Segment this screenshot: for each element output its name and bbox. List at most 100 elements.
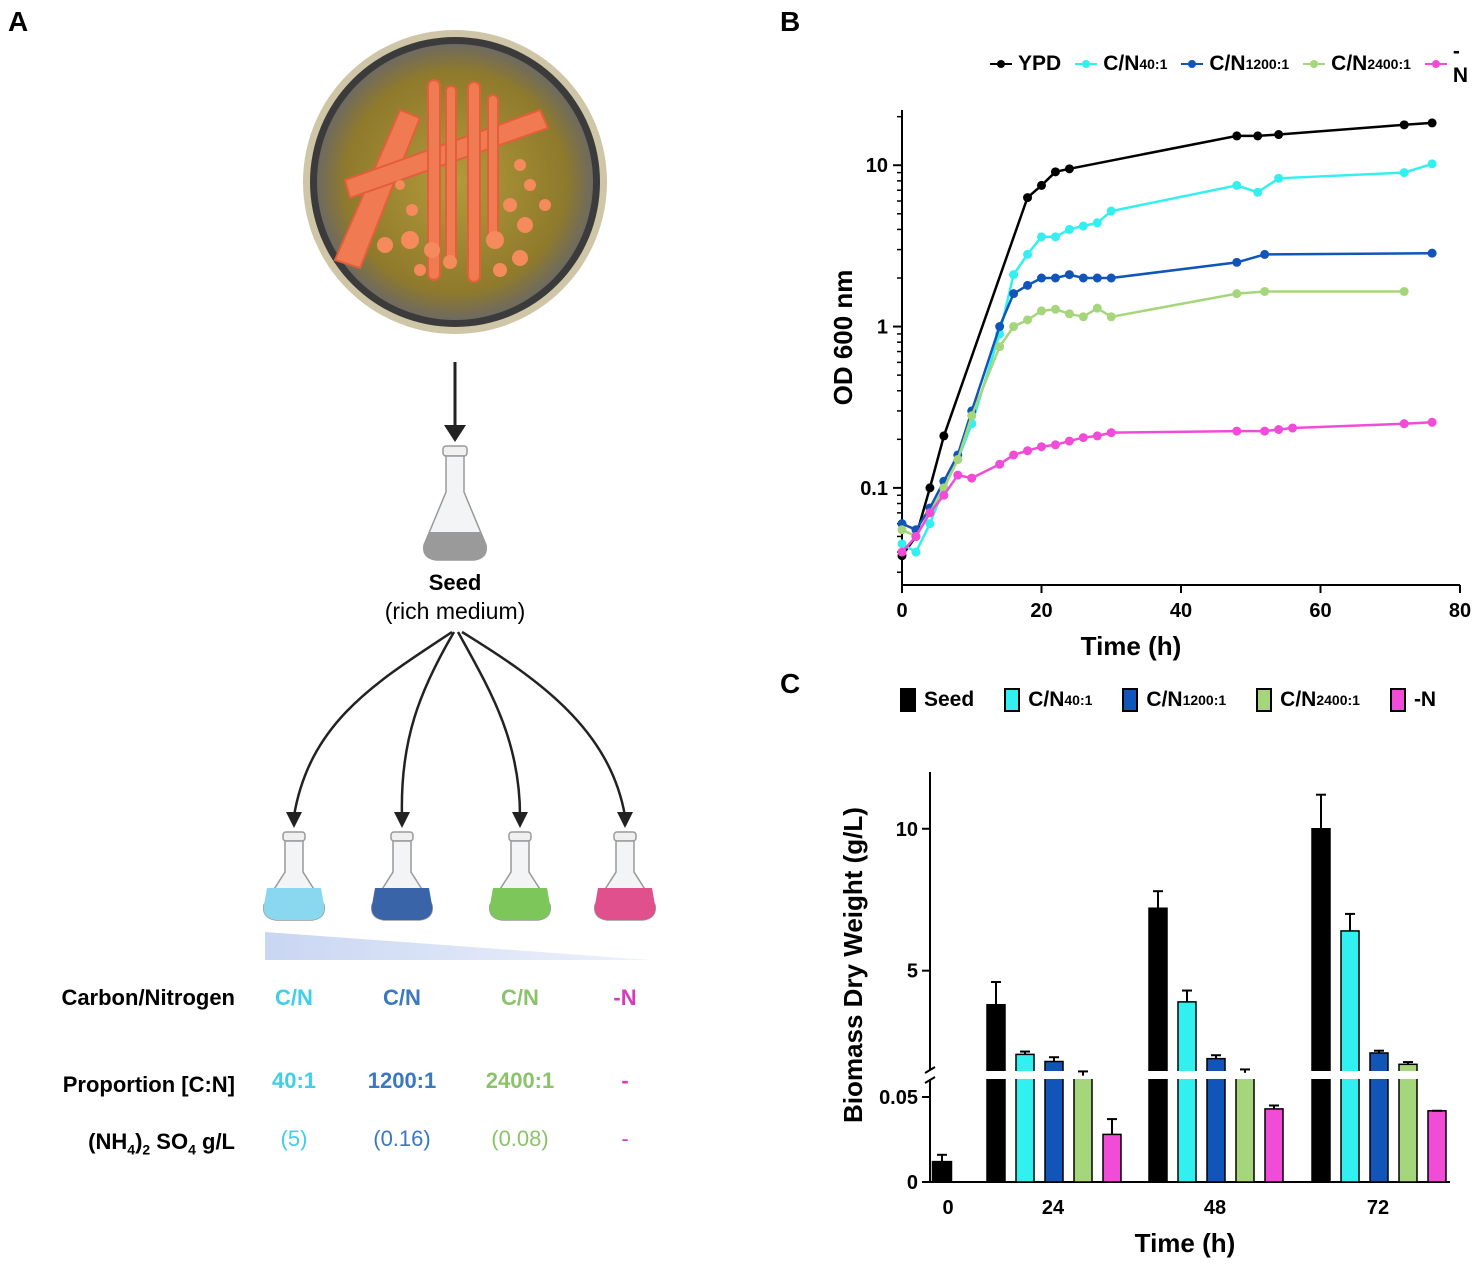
legend-subscript: 40:1 xyxy=(1064,692,1093,708)
data-point xyxy=(1023,315,1033,325)
seed-label: Seed xyxy=(428,570,482,595)
legend-item: -N xyxy=(1424,40,1468,88)
bar xyxy=(931,1160,953,1183)
data-point xyxy=(897,547,907,557)
legend-line-swatch xyxy=(1424,52,1447,76)
legend-item: C/N 40:1 xyxy=(1004,688,1092,712)
legend-label: C/N xyxy=(1209,52,1246,75)
data-point xyxy=(1037,232,1046,242)
data-point xyxy=(1232,180,1242,190)
data-point xyxy=(1232,257,1242,267)
data-point xyxy=(1050,273,1060,283)
data-point xyxy=(1009,450,1019,460)
data-point xyxy=(1064,164,1074,174)
data-point xyxy=(1050,232,1060,242)
legend-line-swatch xyxy=(990,52,1012,76)
gradient-ramp xyxy=(265,932,650,960)
legend-subscript: 1200:1 xyxy=(1245,56,1290,72)
condition-cn-label: C/N xyxy=(383,985,421,1010)
x-axis-title: Time (h) xyxy=(1135,1228,1236,1258)
x-tick-label: 20 xyxy=(1030,600,1052,622)
legend-subscript: 1200:1 xyxy=(1182,692,1227,708)
data-point xyxy=(1023,249,1033,259)
condition-cn-label: C/N xyxy=(275,985,313,1010)
data-point xyxy=(1274,425,1284,435)
x-axis-title: Time (h) xyxy=(1081,631,1182,661)
x-tick-label: 40 xyxy=(1170,600,1192,622)
y-tick-label: 5 xyxy=(907,961,918,983)
legend-line-swatch xyxy=(1181,52,1204,76)
legend-line-swatch xyxy=(1303,52,1326,76)
data-point xyxy=(995,342,1005,352)
data-point xyxy=(1037,180,1046,190)
data-point xyxy=(1260,426,1270,436)
data-point xyxy=(967,473,977,483)
data-point xyxy=(1009,270,1019,280)
legend-label: C/N xyxy=(1146,688,1183,711)
y-tick-label: 0 xyxy=(907,1172,918,1194)
y-tick-label: 0.05 xyxy=(879,1087,918,1109)
condition-flask-icon xyxy=(489,831,551,921)
bar-break-gap xyxy=(1043,1071,1065,1079)
data-point xyxy=(925,483,935,493)
condition-ammonium: (0.16) xyxy=(373,1126,431,1151)
data-point xyxy=(1232,426,1242,436)
x-tick-label: 24 xyxy=(1042,1197,1065,1219)
bar xyxy=(1177,1001,1197,1183)
data-point xyxy=(995,322,1005,332)
data-point xyxy=(897,525,907,535)
panel-a-illustration xyxy=(263,30,656,960)
data-point xyxy=(1050,304,1060,314)
data-point xyxy=(953,470,963,480)
legend-label: Seed xyxy=(924,688,975,711)
legend-bar-swatch xyxy=(1004,688,1021,712)
bar-break-gap xyxy=(1339,1071,1361,1079)
data-point xyxy=(939,431,949,441)
bar xyxy=(1264,1108,1284,1183)
legend-label: YPD xyxy=(1018,52,1062,75)
bar xyxy=(1427,1110,1447,1183)
panel-c-letter: C xyxy=(780,668,801,699)
bar xyxy=(1102,1133,1122,1183)
row-label-carbon-nitrogen: Carbon/Nitrogen xyxy=(61,985,235,1010)
data-point xyxy=(1064,436,1074,446)
data-point xyxy=(1427,159,1437,169)
y-tick-label: 10 xyxy=(896,819,918,841)
condition-ammonium: (0.08) xyxy=(491,1126,549,1151)
data-point xyxy=(1050,440,1060,450)
petri-dish-image xyxy=(303,30,607,334)
data-point xyxy=(1427,417,1437,427)
legend-subscript: 40:1 xyxy=(1139,56,1168,72)
bar-break-gap xyxy=(1014,1071,1036,1079)
legend-label: C/N xyxy=(1103,52,1140,75)
bar-break-gap xyxy=(1234,1071,1256,1079)
data-point xyxy=(1106,312,1116,322)
row-label-ammonium: (NH4)2 SO4 g/L xyxy=(88,1129,235,1158)
x-tick-label: 0 xyxy=(942,1197,953,1219)
y-tick-label: 1 xyxy=(877,317,888,339)
legend-item: C/N 40:1 xyxy=(1075,52,1167,76)
condition-proportion: 40:1 xyxy=(271,1068,317,1093)
bar-break-gap xyxy=(1368,1071,1390,1079)
bar xyxy=(1148,907,1168,1183)
legend-item: C/N 2400:1 xyxy=(1303,52,1411,76)
legend-item: C/N 1200:1 xyxy=(1122,688,1226,712)
data-point xyxy=(1106,428,1116,438)
bar xyxy=(986,1003,1006,1183)
legend-bar-swatch xyxy=(1389,688,1406,712)
bar xyxy=(1311,828,1331,1183)
data-point xyxy=(967,411,977,421)
data-point xyxy=(911,547,921,557)
seed-flask-icon xyxy=(423,445,487,561)
legend-label: C/N xyxy=(1331,52,1368,75)
bar-break-gap xyxy=(1397,1071,1419,1079)
data-point xyxy=(1253,131,1263,141)
panel-a-letter: A xyxy=(8,6,29,37)
data-point xyxy=(1092,273,1102,283)
data-point xyxy=(1092,218,1102,228)
data-point xyxy=(1064,309,1074,319)
legend-item: C/N 1200:1 xyxy=(1181,52,1289,76)
data-point xyxy=(925,519,935,529)
legend-label: C/N xyxy=(1280,688,1317,711)
x-tick-label: 0 xyxy=(896,600,907,622)
